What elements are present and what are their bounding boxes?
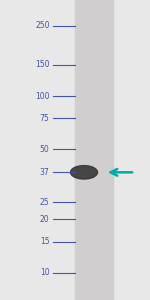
Text: 25: 25	[40, 198, 50, 207]
Text: 250: 250	[35, 21, 50, 30]
Text: 37: 37	[40, 168, 50, 177]
Text: 100: 100	[35, 92, 50, 100]
Text: 10: 10	[40, 268, 50, 277]
Text: 15: 15	[40, 237, 50, 246]
Text: 50: 50	[40, 145, 50, 154]
Text: 75: 75	[40, 114, 50, 123]
Text: 150: 150	[35, 61, 50, 70]
Bar	[75, 0, 112, 300]
Polygon shape	[70, 166, 98, 179]
Text: 20: 20	[40, 215, 50, 224]
